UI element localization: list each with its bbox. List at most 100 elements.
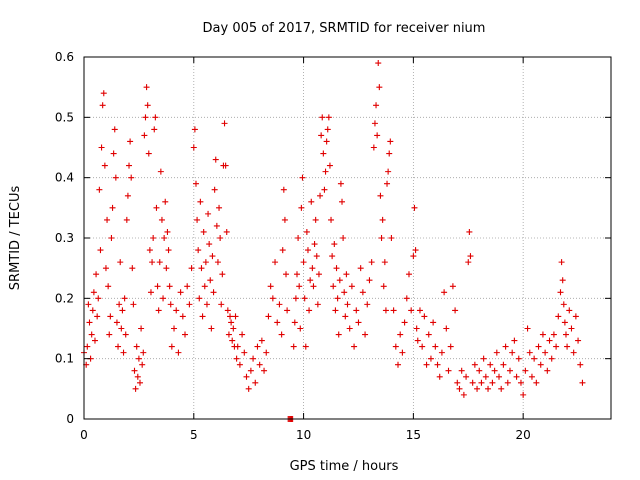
data-point [336,277,343,284]
data-point [245,385,252,392]
data-point [283,271,290,278]
y-tick-label: 0.2 [55,291,74,305]
data-point [95,295,102,302]
data-point [136,379,143,386]
data-point [456,385,463,392]
data-point [413,325,420,332]
data-point [528,373,535,380]
data-point [295,235,302,241]
data-point [522,367,529,374]
data-point [454,379,461,386]
data-point [110,150,117,157]
data-point [265,313,272,320]
data-point [109,204,116,211]
data-point [384,180,391,187]
data-point [154,283,161,290]
data-point [498,385,505,392]
data-point [111,126,118,133]
x-tick-label: 20 [516,428,531,442]
data-point [458,367,465,374]
data-point [579,379,586,386]
data-point [414,337,421,344]
data-point [427,355,434,362]
data-point [382,307,389,314]
data-point [550,331,557,338]
y-tick-label: 0.6 [55,50,74,64]
data-point [127,138,134,145]
data-point [90,289,97,296]
data-point [214,259,221,266]
data-point [436,373,443,380]
chart-title: Day 005 of 2017, SRMTID for receiver niu… [203,21,486,36]
data-point [212,156,219,163]
data-point [531,355,538,362]
data-point [485,385,492,392]
data-point [184,283,191,290]
data-point [309,265,316,272]
data-point [564,343,571,350]
data-point [520,391,527,398]
data-point [206,241,213,248]
data-point [408,307,415,314]
x-tick-label: 15 [406,428,421,442]
data-point [467,253,474,260]
data-point [152,114,159,121]
data-point [412,247,419,254]
data-point [236,361,243,368]
data-point [241,349,248,356]
data-point [344,301,351,308]
data-point [117,259,124,266]
data-point [279,247,286,254]
data-point [167,301,174,308]
data-point [351,343,358,350]
data-point [116,301,123,308]
data-point [307,277,314,284]
data-point [333,265,340,272]
data-point [274,319,281,326]
data-point [177,289,184,296]
data-point [132,385,139,392]
data-point [504,379,511,386]
data-point [85,301,92,308]
data-point [263,349,270,356]
data-point [381,259,388,266]
data-point [284,307,291,314]
data-point [124,192,131,199]
data-point [164,228,171,235]
data-point [186,301,193,308]
data-point [566,307,573,314]
data-point [443,325,450,332]
data-point [555,313,562,320]
data-point [130,301,137,308]
data-point [201,283,208,290]
data-point [211,186,218,193]
data-point [340,235,347,241]
data-point [120,349,127,356]
data-point [243,373,250,380]
data-point [544,367,551,374]
data-point [320,150,327,157]
data-point [480,355,487,362]
data-point [105,283,112,290]
data-point [239,331,246,338]
data-point [348,283,355,290]
data-point [575,337,582,344]
data-point [100,90,107,97]
data-point [200,228,207,235]
data-point [568,325,575,332]
data-point [195,247,202,254]
data-point [233,355,240,362]
data-point [165,247,172,254]
data-point [230,325,237,332]
data-point [489,379,496,386]
data-point [335,331,342,338]
grid-lines [84,57,611,419]
data-point [224,307,231,314]
data-point [517,379,524,386]
data-point [334,295,341,302]
x-tick-label: 10 [296,428,311,442]
data-point [119,307,126,314]
data-point [144,102,151,109]
data-point [471,361,478,368]
data-point [175,349,182,356]
